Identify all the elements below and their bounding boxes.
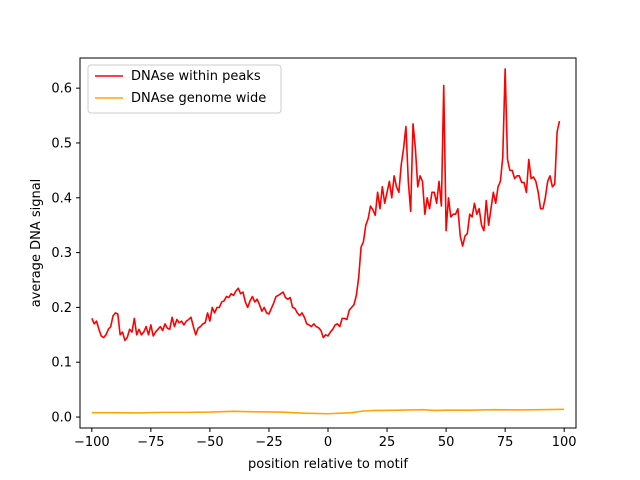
x-tick-label: 50 <box>438 435 455 450</box>
x-tick-label: 100 <box>552 435 577 450</box>
series-layer <box>91 68 565 415</box>
y-tick-label: 0.3 <box>51 246 72 261</box>
y-tick-label: 0.6 <box>51 82 72 97</box>
x-tick-label: 0 <box>324 435 332 450</box>
x-axis-ticks: −100 −75 −50 −25 0 25 50 75 100 <box>74 428 577 450</box>
series-line-1 <box>91 408 565 415</box>
y-axis-ticks: 0.0 0.1 0.2 0.3 0.4 0.5 0.6 <box>51 82 80 426</box>
legend: DNAse within peaks DNAse genome wide <box>87 64 282 114</box>
series-line-0 <box>91 68 561 342</box>
y-axis-label: average DNA signal <box>29 179 44 308</box>
y-tick-label: 0.2 <box>51 301 72 316</box>
y-tick-label: 0.5 <box>51 136 72 151</box>
legend-label-genome-wide: DNAse genome wide <box>131 91 266 106</box>
x-tick-label: −100 <box>74 435 110 450</box>
x-axis-label: position relative to motif <box>248 457 408 472</box>
x-tick-label: 75 <box>497 435 514 450</box>
y-tick-label: 0.1 <box>51 356 72 371</box>
x-tick-label: 25 <box>379 435 396 450</box>
y-tick-label: 0.0 <box>51 411 72 426</box>
x-tick-label: −50 <box>196 435 223 450</box>
legend-label-within-peaks: DNAse within peaks <box>131 69 261 84</box>
legend-box <box>87 64 282 114</box>
y-tick-label: 0.4 <box>51 191 72 206</box>
x-tick-label: −75 <box>137 435 164 450</box>
x-tick-label: −25 <box>255 435 282 450</box>
